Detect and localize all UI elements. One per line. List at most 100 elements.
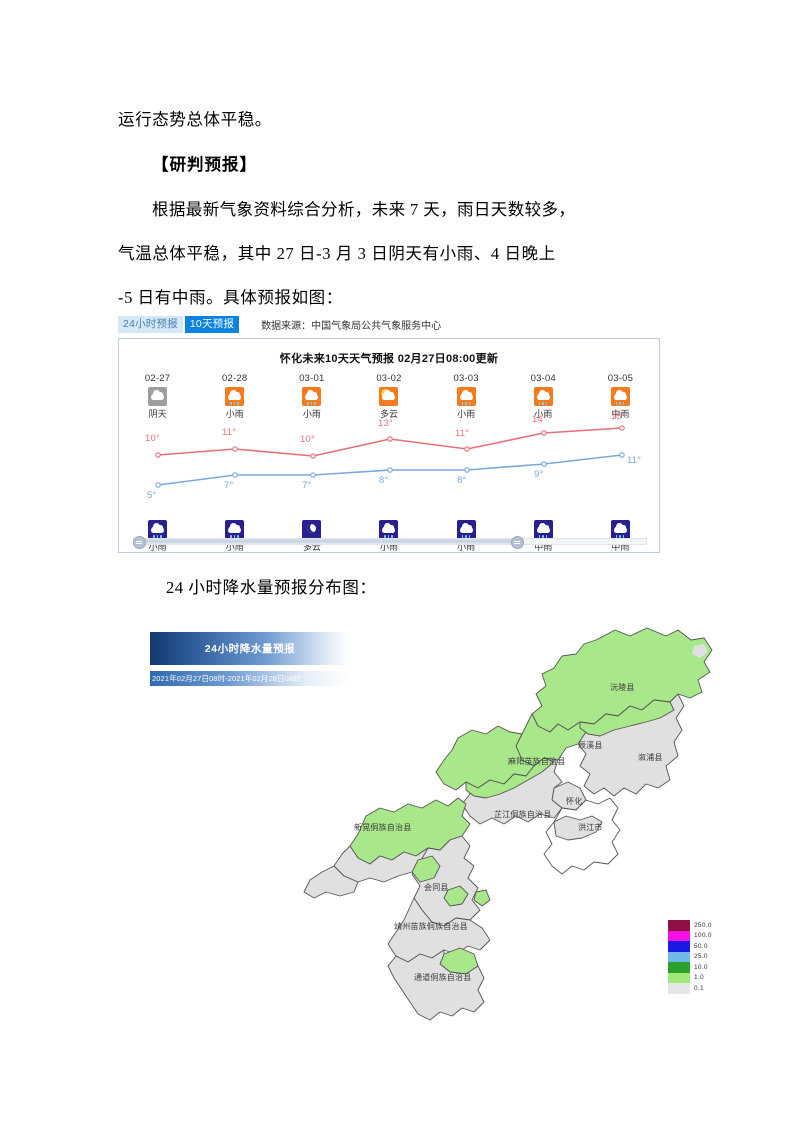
cloudy-night-icon [302,520,322,539]
forecast-day-column[interactable]: 03-04 小雨 [505,373,582,419]
low-temp-label: 9° [534,469,544,480]
legend-row: 0.1 [668,983,738,994]
map-caption: 24 小时降水量预报分布图： [166,578,377,597]
forecast-day-column[interactable]: 03-03 小雨 [428,373,505,419]
forecast-night-column[interactable]: 多云 [273,517,350,555]
legend-row: 100.0 [668,930,738,941]
forecast-night-condition: 中雨 [534,542,553,552]
light-rain-icon [533,387,553,406]
forecast-night-condition: 多云 [302,542,321,552]
county-label-huaihua: 怀化 [566,797,583,806]
forecast-night-column[interactable]: 小雨 [428,517,505,555]
forecast-day-column[interactable]: 03-01 小雨 [273,373,350,419]
temperature-chart: 10° 11° 10° 13° 11° 14° 15° 5° 7° 7° 8° … [119,411,659,515]
slider-handle-right[interactable] [511,536,524,549]
county-label-huitong: 会同县 [424,883,449,892]
map-banner-subtitle: 2021年02月27日08时-2021年02月28日08时 [152,674,301,683]
data-source-label: 数据来源：中国气象局公共气象服务中心 [261,321,442,332]
body-line-3: -5 日有中雨。具体预报如图： [118,288,343,307]
forecast-day-condition: 阴天 [148,409,167,419]
map-banner-subtitle-bar: 2021年02月27日08时-2021年02月28日08时 [150,671,350,686]
weather-panel: 怀化未来10天天气预报 02月27日08:00更新 02-27 阴天 02-28… [118,338,660,553]
forecast-night-condition: 小雨 [379,542,398,552]
weather-panel-title: 怀化未来10天天气预报 02月27日08:00更新 [279,353,499,365]
moderate-rain-icon [610,387,630,406]
forecast-date: 03-04 [530,373,556,384]
forecast-range-slider[interactable] [133,536,647,549]
weather-forecast-widget: 24小时预报 10天预报 数据来源：中国气象局公共气象服务中心 怀化未来10天天… [118,316,660,553]
section-heading: 【研判预报】 [152,155,257,174]
legend-value: 0.1 [694,984,704,992]
light-rain-icon [225,520,245,539]
rainfall-map: 24小时降水量预报 2021年02月27日08时-2021年02月28日08时 … [118,610,718,1030]
forecast-day-column[interactable]: 03-05 中雨 [582,373,659,419]
county-label-tongdao: 通道侗族自治县 [414,973,472,982]
forecast-day-condition: 多云 [379,409,398,419]
legend-value: 25.0 [694,953,708,961]
forecast-night-column[interactable]: 小雨 [119,517,196,555]
low-temp-label: 8° [379,475,389,486]
map-banner-title: 24小时降水量预报 [204,643,296,655]
light-rain-icon [456,387,476,406]
legend-row: 25.0 [668,951,738,962]
forecast-date: 02-27 [144,373,171,384]
low-temp-label: 7° [302,480,312,491]
forecast-night-condition: 中雨 [611,542,630,552]
legend-value: 50.0 [694,942,708,950]
high-temp-label: 15° [611,411,626,422]
low-temp-label: 5° [147,490,157,501]
slider-fill [139,539,515,544]
low-temp-label: 8° [457,475,467,486]
forecast-day-condition: 中雨 [611,409,630,419]
partly-cloudy-icon [379,387,399,406]
forecast-date: 03-01 [299,373,325,384]
legend-value: 100.0 [694,932,712,940]
tab-10day-forecast[interactable]: 10天预报 [184,316,240,333]
county-label-mayang: 麻阳苗族自治县 [508,757,566,766]
legend-swatch [668,983,690,994]
temperature-chart-svg [155,425,625,488]
forecast-night-condition: 小雨 [225,542,244,552]
forecast-day-column[interactable]: 02-28 小雨 [196,373,273,419]
light-rain-icon [379,520,399,539]
high-temp-label: 11° [455,428,470,439]
legend-value: 1.0 [694,974,704,982]
forecast-day-column[interactable]: 03-02 多云 [350,373,427,419]
legend-row: 10.0 [668,962,738,973]
forecast-day-condition: 小雨 [534,409,553,419]
legend-row: 250.0 [668,920,738,931]
county-label-jingzhou: 靖州苗族侗族自治县 [394,922,468,931]
paragraph-continuation: 运行态势总体平稳。 [118,110,272,129]
tab-24h-forecast[interactable]: 24小时预报 [118,316,183,333]
map-banner-title-bar: 24小时降水量预报 [150,632,350,665]
document-text-block: 运行态势总体平稳。 【研判预报】 根据最新气象资料综合分析，未来 7 天，雨日天… [118,98,680,320]
county-label-chenxi: 辰溪县 [578,741,603,750]
legend-swatch [668,962,690,973]
high-temp-label: 13° [378,418,393,429]
legend-swatch [668,972,690,983]
low-temp-label: 7° [224,480,234,491]
county-label-xupu: 溆浦县 [638,753,663,762]
slider-handle-left[interactable] [133,536,146,549]
forecast-date: 02-28 [222,373,248,384]
rainfall-map-svg [303,627,713,1021]
legend-value: 10.0 [694,963,708,971]
legend-value: 250.0 [694,921,712,929]
moderate-rain-icon [533,520,553,539]
legend-row: 1.0 [668,972,738,983]
body-line-2: 气温总体平稳，其中 27 日-3 月 3 日阴天有小雨、4 日晚上 [118,244,556,263]
light-rain-icon [148,520,168,539]
daytime-forecast-row: 02-27 阴天 02-28 小雨 03-01 小雨 03-02 [119,373,659,419]
forecast-date: 03-05 [607,373,634,384]
forecast-night-column[interactable]: 小雨 [196,517,273,555]
forecast-day-column[interactable]: 02-27 阴天 [119,373,196,419]
legend-row: 50.0 [668,941,738,952]
forecast-night-column[interactable]: 中雨 [505,517,582,555]
forecast-night-column[interactable]: 小雨 [350,517,427,555]
overcast-icon [148,387,168,406]
forecast-night-column[interactable]: 中雨 [582,517,659,555]
forecast-date: 03-02 [376,373,402,384]
light-rain-icon [302,387,322,406]
low-temp-label: 11° [627,455,642,466]
